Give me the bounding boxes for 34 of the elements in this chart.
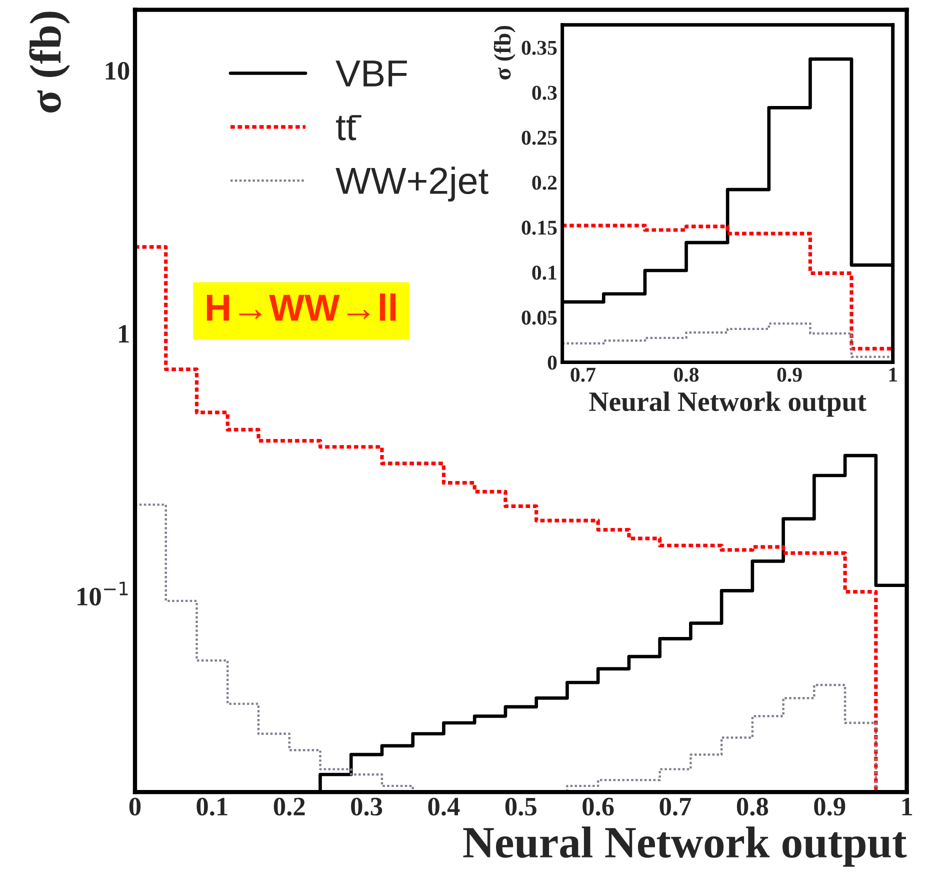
annotation: H→WW→ll bbox=[206, 294, 396, 321]
y-tick-label: 0.15 bbox=[522, 220, 557, 235]
x-tick-label: 0.8 bbox=[674, 368, 699, 382]
legend-label: tt̄ bbox=[336, 115, 362, 140]
x-tick-label: 1 bbox=[889, 368, 897, 382]
y-tick-label: 0.35 bbox=[522, 40, 557, 55]
x-tick-label: 0.1 bbox=[196, 798, 228, 816]
legend-label: VBF bbox=[336, 60, 407, 86]
x-tick-label: 0.9 bbox=[777, 368, 802, 382]
y-tick-label: 0.1 bbox=[532, 266, 556, 280]
x-tick-label: 0.5 bbox=[505, 798, 536, 816]
x-axis-title: Neural Network output bbox=[463, 826, 907, 867]
y-axis-title: σ (fb) bbox=[494, 26, 516, 80]
x-tick-label: 0.7 bbox=[660, 798, 692, 816]
x-tick-label: 0.8 bbox=[736, 798, 768, 816]
x-tick-label: 0.4 bbox=[428, 798, 460, 816]
y-tick-label: 1 bbox=[119, 325, 129, 342]
y-tick-label: 0.2 bbox=[532, 176, 557, 190]
y-tick-label: 10 bbox=[106, 62, 130, 80]
x-tick-label: 0.2 bbox=[274, 798, 305, 816]
x-tick-label: 0 bbox=[129, 798, 141, 816]
legend-label: WW+2jet bbox=[336, 166, 488, 202]
x-tick-label: 0.7 bbox=[570, 368, 596, 382]
x-tick-label: 0.9 bbox=[814, 798, 846, 816]
y-tick-label: 10$^{−1}$ bbox=[78, 582, 128, 606]
x-tick-label: 0.6 bbox=[582, 798, 614, 816]
y-tick-label: 0.25 bbox=[522, 130, 557, 145]
x-tick-label: 0.3 bbox=[351, 798, 382, 816]
y-axis-title: σ (fb) bbox=[29, 12, 70, 112]
y-tick-label: 0.05 bbox=[522, 310, 557, 325]
y-tick-label: 0.3 bbox=[532, 86, 557, 100]
x-axis-title: Neural Network output bbox=[589, 392, 866, 417]
y-tick-label: 0 bbox=[548, 356, 557, 370]
x-tick-label: 1 bbox=[902, 798, 912, 816]
